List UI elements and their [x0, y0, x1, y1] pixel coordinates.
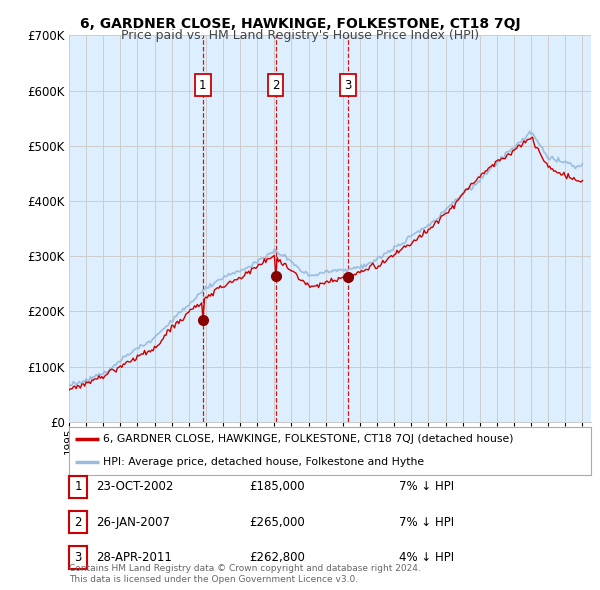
Text: 4% ↓ HPI: 4% ↓ HPI	[399, 551, 454, 564]
Text: £265,000: £265,000	[249, 516, 305, 529]
Text: 1: 1	[199, 78, 206, 91]
Text: This data is licensed under the Open Government Licence v3.0.: This data is licensed under the Open Gov…	[69, 575, 358, 584]
Text: 2: 2	[272, 78, 280, 91]
Text: HPI: Average price, detached house, Folkestone and Hythe: HPI: Average price, detached house, Folk…	[103, 457, 424, 467]
Text: 6, GARDNER CLOSE, HAWKINGE, FOLKESTONE, CT18 7QJ (detached house): 6, GARDNER CLOSE, HAWKINGE, FOLKESTONE, …	[103, 434, 514, 444]
Text: £185,000: £185,000	[249, 480, 305, 493]
Text: 6, GARDNER CLOSE, HAWKINGE, FOLKESTONE, CT18 7QJ: 6, GARDNER CLOSE, HAWKINGE, FOLKESTONE, …	[80, 17, 520, 31]
Text: Price paid vs. HM Land Registry's House Price Index (HPI): Price paid vs. HM Land Registry's House …	[121, 29, 479, 42]
Text: 26-JAN-2007: 26-JAN-2007	[96, 516, 170, 529]
Text: 1: 1	[74, 480, 82, 493]
Text: 7% ↓ HPI: 7% ↓ HPI	[399, 480, 454, 493]
Text: 3: 3	[74, 551, 82, 564]
Text: 28-APR-2011: 28-APR-2011	[96, 551, 172, 564]
Text: 3: 3	[344, 78, 352, 91]
Text: 7% ↓ HPI: 7% ↓ HPI	[399, 516, 454, 529]
Text: Contains HM Land Registry data © Crown copyright and database right 2024.: Contains HM Land Registry data © Crown c…	[69, 565, 421, 573]
Text: 2: 2	[74, 516, 82, 529]
Text: 23-OCT-2002: 23-OCT-2002	[96, 480, 173, 493]
Text: £262,800: £262,800	[249, 551, 305, 564]
